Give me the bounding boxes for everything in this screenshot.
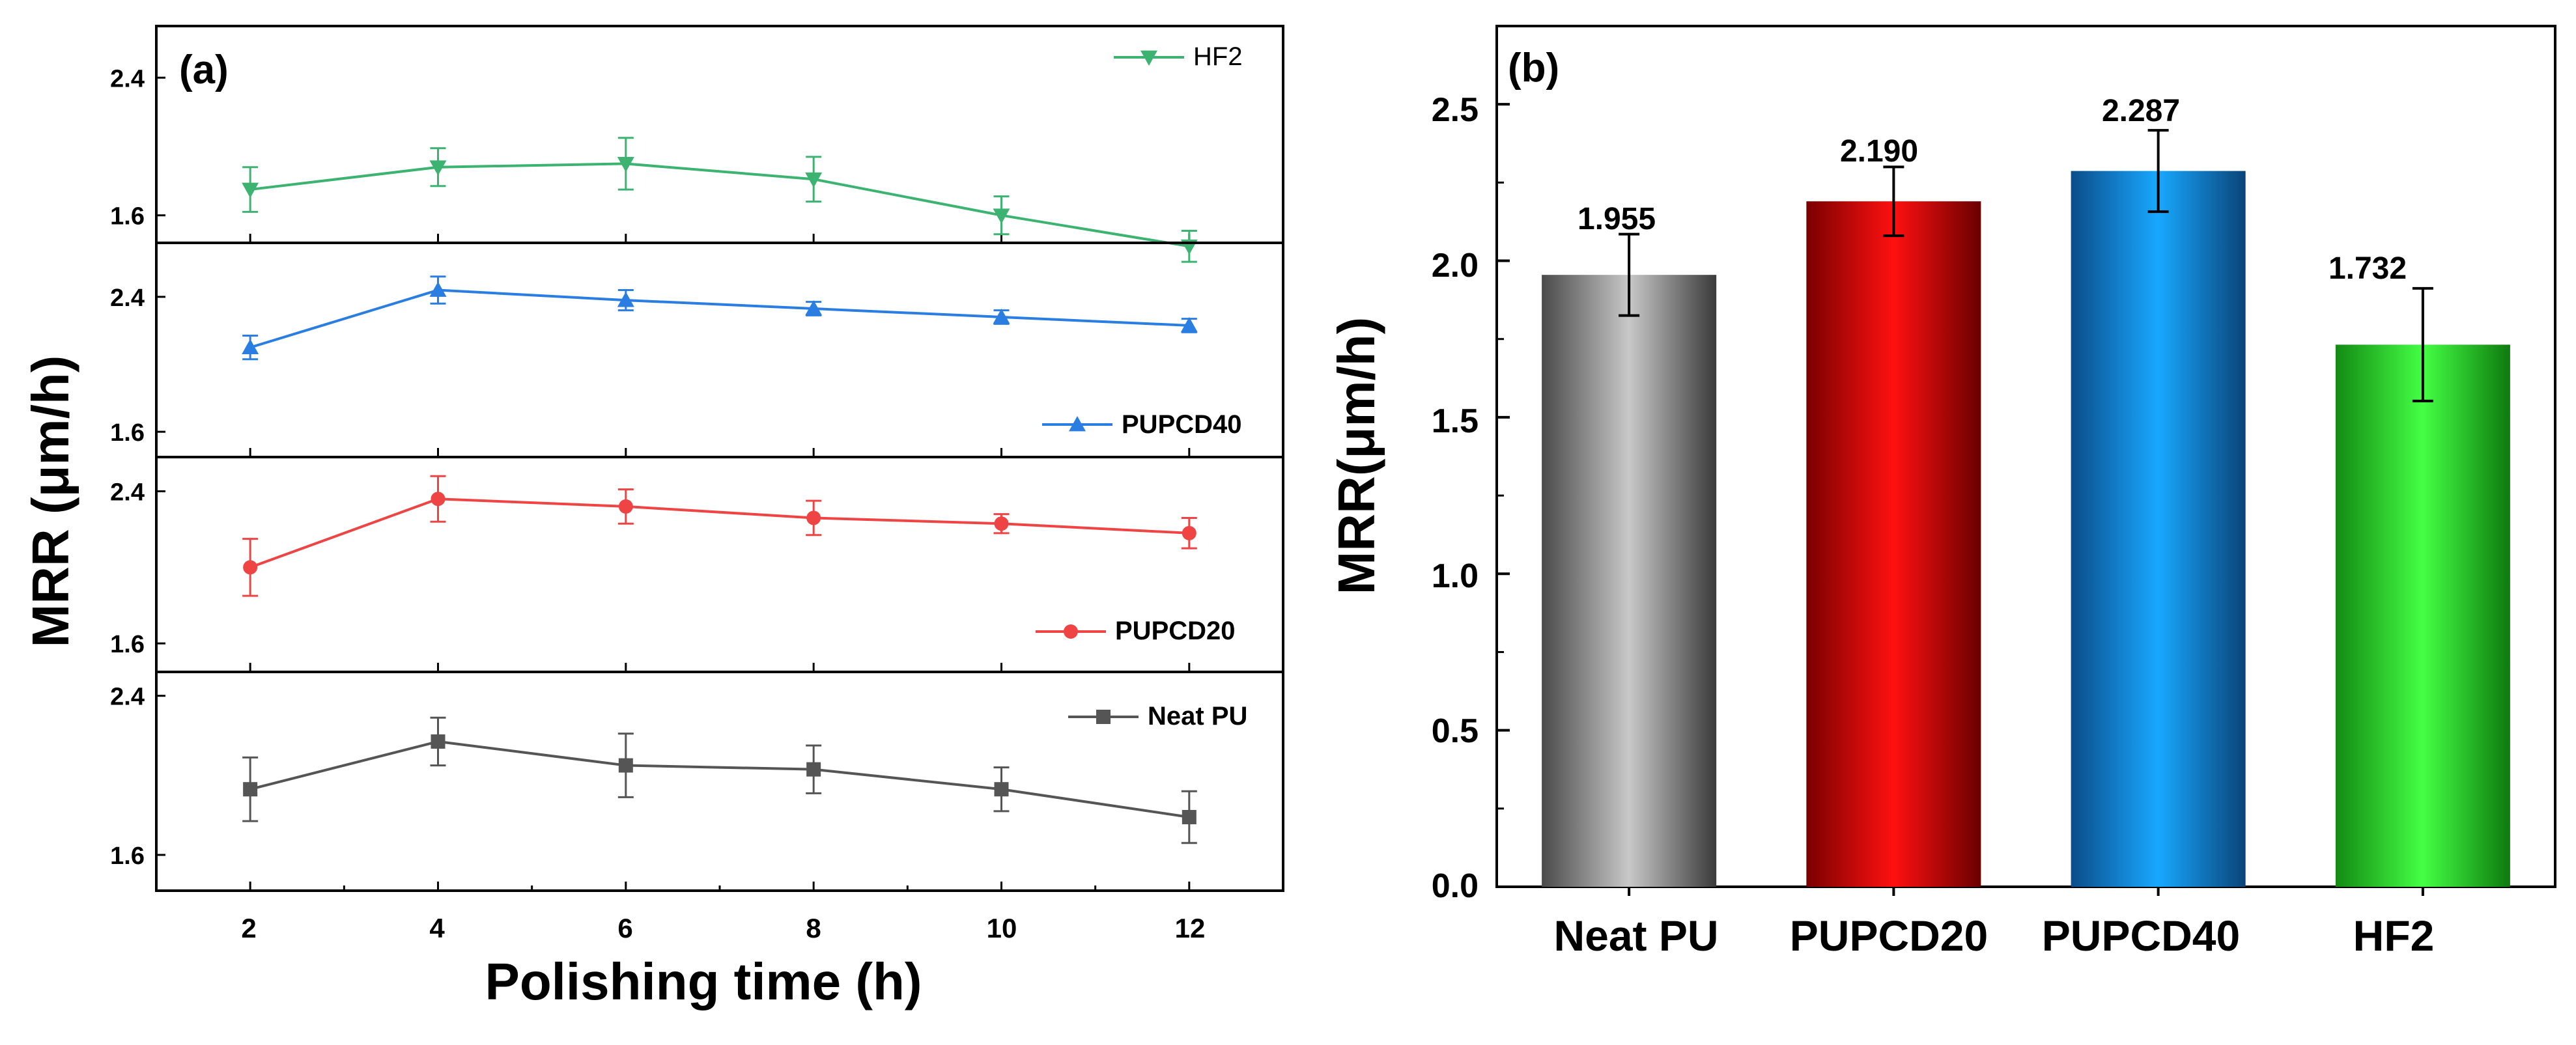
bar bbox=[1806, 201, 1981, 887]
subplot-pupcd40: 1.6 2.4 PUPCD40 bbox=[110, 242, 1284, 458]
legend-pupcd20-marker bbox=[1064, 624, 1078, 639]
subplot-frame bbox=[155, 456, 1284, 673]
x-category-label: HF2 bbox=[2353, 912, 2435, 960]
hf2-data-point bbox=[993, 208, 1010, 224]
panel-a: (a) Polishing time (h) MRR (μm/h) 1.6 2.4… bbox=[21, 25, 1284, 1010]
panel-b-frame bbox=[1495, 25, 2556, 888]
subplot-frame bbox=[155, 242, 1284, 458]
neat-pu-data-point bbox=[431, 734, 446, 749]
legend-pupcd20-label: PUPCD20 bbox=[1115, 617, 1236, 645]
y-tick-label: 1.6 bbox=[110, 203, 145, 230]
x-category-label: PUPCD20 bbox=[1790, 912, 1988, 960]
bar-value-label: 2.190 bbox=[1840, 134, 1918, 169]
y-tick-label: 1.6 bbox=[110, 631, 145, 658]
neat-pu-data-point bbox=[806, 762, 821, 777]
pupcd20-series-line bbox=[249, 497, 1189, 569]
y-tick-label: 1.6 bbox=[110, 843, 145, 870]
legend-hf2-marker bbox=[1140, 50, 1157, 66]
bar-marks bbox=[1542, 129, 2510, 896]
pupcd20-data-point bbox=[806, 510, 821, 525]
bar bbox=[2071, 171, 2246, 887]
neat-pu-series-line bbox=[249, 740, 1190, 818]
x-axis-b: Neat PU PUPCD20 PUPCD40 HF2 bbox=[1553, 912, 2434, 960]
panel-a-xlabel: Polishing time (h) bbox=[485, 953, 922, 1010]
x-tick-label: 12 bbox=[1175, 913, 1206, 943]
panel-b-ylabel: MRR(μm/h) bbox=[1327, 317, 1385, 595]
hf2-data-point bbox=[242, 182, 259, 199]
pupcd40-data-point bbox=[242, 339, 259, 355]
x-tick-label: 2 bbox=[241, 913, 256, 943]
pupcd20-data-point bbox=[1182, 525, 1196, 540]
subplot-neat-pu: 1.6 2.4 Neat PU bbox=[110, 671, 1284, 892]
pupcd40-data-point bbox=[993, 308, 1010, 324]
y-tick-label: 1.5 bbox=[1432, 402, 1479, 440]
pupcd20-data-point bbox=[243, 560, 258, 575]
legend-pupcd40-label: PUPCD40 bbox=[1122, 410, 1242, 439]
hf2-data-point bbox=[805, 172, 823, 188]
bar-value-labels: 1.955 2.190 2.287 1.732 bbox=[1578, 94, 2407, 286]
panel-a-label: (a) bbox=[179, 48, 229, 92]
pupcd40-data-point bbox=[617, 292, 634, 307]
pupcd40-data-point bbox=[429, 281, 447, 297]
y-tick-label: 1.0 bbox=[1432, 557, 1479, 595]
y-tick-label: 1.6 bbox=[110, 419, 145, 447]
y-tick-label: 2.4 bbox=[110, 479, 145, 507]
bar bbox=[1542, 275, 1717, 887]
panel-b: (b) MRR(μm/h) 0.0 0.5 1.0 1.5 2.0 2.5 Ne… bbox=[1327, 25, 2556, 960]
subplot-frame bbox=[155, 671, 1284, 892]
y-axis-b: 0.0 0.5 1.0 1.5 2.0 2.5 bbox=[1432, 91, 1510, 905]
pupcd20-data-point bbox=[994, 516, 1009, 531]
pupcd40-data-point bbox=[805, 300, 823, 316]
bar-value-label: 1.732 bbox=[2328, 251, 2407, 286]
y-tick-label: 2.4 bbox=[110, 285, 145, 312]
y-tick-label: 2.4 bbox=[110, 684, 145, 711]
neat-pu-data-point bbox=[243, 782, 258, 797]
pupcd40-series-line bbox=[249, 288, 1189, 349]
hf2-series-line bbox=[249, 162, 1190, 248]
hf2-data-point bbox=[617, 157, 634, 173]
x-tick-label: 8 bbox=[806, 913, 821, 943]
legend-neat-pu-marker bbox=[1096, 710, 1111, 724]
bar bbox=[2335, 344, 2510, 887]
neat-pu-data-point bbox=[618, 758, 633, 773]
neat-pu-data-point bbox=[994, 782, 1009, 797]
y-tick-label: 2.5 bbox=[1432, 91, 1479, 129]
legend-neat-pu-label: Neat PU bbox=[1148, 702, 1247, 731]
pupcd20-data-point bbox=[431, 492, 446, 507]
pupcd20-data-point bbox=[618, 499, 633, 514]
pupcd40-data-point bbox=[1180, 316, 1198, 333]
bar-value-label: 1.955 bbox=[1578, 202, 1656, 236]
x-tick-label: 4 bbox=[429, 913, 445, 943]
x-axis-a: 2 4 6 8 10 12 bbox=[241, 913, 1205, 943]
y-tick-label: 2.4 bbox=[110, 65, 145, 92]
legend-pupcd40-marker bbox=[1069, 416, 1086, 432]
legend-hf2-label: HF2 bbox=[1193, 42, 1243, 71]
x-tick-label: 10 bbox=[987, 913, 1017, 943]
hf2-data-point bbox=[429, 160, 447, 176]
x-tick-label: 6 bbox=[617, 913, 632, 943]
y-tick-label: 0.5 bbox=[1432, 712, 1479, 750]
panel-a-ylabel: MRR (μm/h) bbox=[21, 355, 79, 648]
neat-pu-data-point bbox=[1182, 809, 1196, 824]
y-tick-label: 0.0 bbox=[1432, 867, 1479, 905]
x-category-label: Neat PU bbox=[1553, 912, 1718, 960]
subplot-pupcd20: 1.6 2.4 PUPCD20 bbox=[110, 456, 1284, 673]
y-tick-label: 2.0 bbox=[1432, 247, 1479, 285]
subplot-hf2: 1.6 2.4 HF2 bbox=[110, 25, 1284, 263]
bar-value-label: 2.287 bbox=[2102, 94, 2180, 128]
x-category-label: PUPCD40 bbox=[2042, 912, 2240, 960]
panel-b-label: (b) bbox=[1508, 46, 1559, 91]
